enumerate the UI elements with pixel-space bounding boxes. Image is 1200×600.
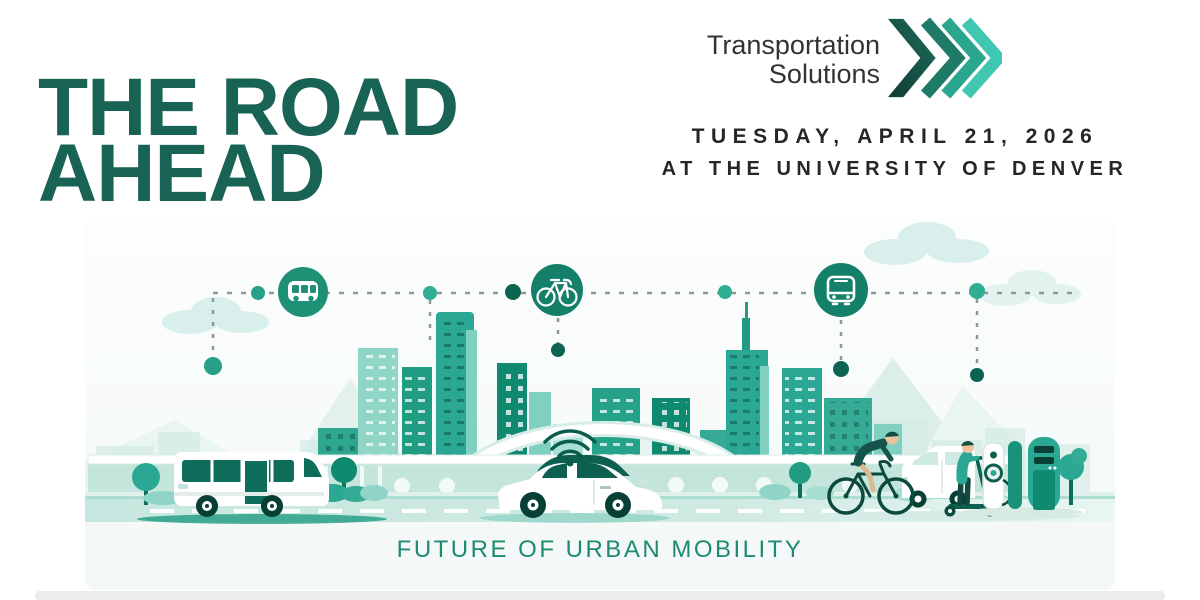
event-location: AT THE UNIVERSITY OF DENVER [661, 158, 1129, 180]
bottom-edge-strip [35, 591, 1165, 600]
shuttle-bus-icon [278, 267, 328, 317]
brand-name-line2: Solutions [768, 58, 880, 89]
triple-chevron-right-icon [888, 17, 1002, 99]
city-bus [174, 452, 329, 517]
dotted-route-line [204, 283, 1078, 382]
event-datetime: TUESDAY, APRIL 21, 2026 AT THE UNIVERSIT… [610, 125, 1180, 181]
illustration-caption: FUTURE OF URBAN MOBILITY [396, 536, 804, 563]
clouds [162, 222, 1081, 334]
page-title: THE ROAD AHEAD [38, 61, 459, 219]
bus-front-icon [814, 263, 868, 317]
brand-name-line1: Transportation [706, 30, 880, 60]
brand-logo-text: Transportation Solutions [690, 31, 880, 89]
cyclist [827, 431, 915, 515]
ev-charging-stations [962, 437, 1082, 517]
wifi-signal-icon [543, 429, 597, 467]
mobility-illustration [35, 218, 1165, 600]
autonomous-car [498, 455, 662, 518]
bicycle-icon [531, 264, 583, 316]
transport-badges [278, 263, 868, 317]
tree-right [1058, 448, 1087, 505]
event-date: TUESDAY, APRIL 21, 2026 [691, 125, 1099, 148]
